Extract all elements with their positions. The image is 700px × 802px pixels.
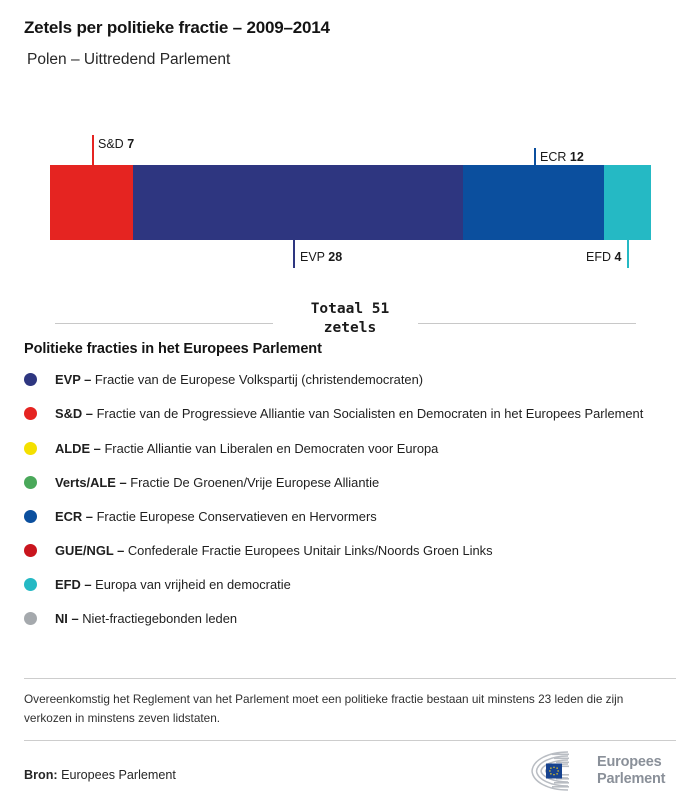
bar-label-ecr-value: 12 xyxy=(569,150,584,164)
legend-item-sd: S&D – Fractie van de Progressieve Allian… xyxy=(24,405,664,423)
total-seats-line2: zetels xyxy=(323,320,377,336)
legend-label-evp: EVP – Fractie van de Europese Volksparti… xyxy=(55,372,423,387)
legend-dot-alde xyxy=(24,442,37,455)
legend-label-alde: ALDE – Fractie Alliantie van Liberalen e… xyxy=(55,441,438,456)
legend-label-verts-ale: Verts/ALE – Fractie De Groenen/Vrije Eur… xyxy=(55,475,379,490)
legend-label-ni: NI – Niet-fractiegebonden leden xyxy=(55,611,237,626)
legend-abbr-verts-ale: Verts/ALE – xyxy=(55,475,127,490)
total-seats-text: Totaal 51 zetels xyxy=(284,300,416,338)
legend-item-verts-ale: Verts/ALE – Fractie De Groenen/Vrije Eur… xyxy=(24,474,664,492)
legend-abbr-evp: EVP – xyxy=(55,372,92,387)
leader-line-ecr xyxy=(534,148,536,165)
bar-track xyxy=(50,165,651,240)
legend-abbr-efd: EFD – xyxy=(55,577,92,592)
total-divider-right xyxy=(418,323,636,324)
bar-segment-sd[interactable] xyxy=(50,165,133,240)
legend-item-ecr: ECR – Fractie Europese Conservatieven en… xyxy=(24,508,664,526)
bar-label-ecr-code: ECR xyxy=(540,150,567,164)
legend-dot-efd xyxy=(24,578,37,591)
european-parliament-logo: Europees Parlement xyxy=(528,748,678,794)
footer-note: Overeenkomstig het Reglement van het Par… xyxy=(24,692,624,725)
page-title: Zetels per politieke fractie – 2009–2014 xyxy=(24,18,330,37)
total-seats: Totaal 51 zetels xyxy=(0,300,700,346)
bar-label-sd-value: 7 xyxy=(127,137,135,151)
legend-item-efd: EFD – Europa van vrijheid en democratie xyxy=(24,576,664,594)
logo-wordmark: Europees Parlement xyxy=(597,754,666,788)
legend-desc-evp: Fractie van de Europese Volkspartij (chr… xyxy=(94,372,424,387)
legend-dot-verts-ale xyxy=(24,476,37,489)
legend-abbr-ecr: ECR – xyxy=(55,509,93,524)
legend-desc-sd: Fractie van de Progressieve Alliantie va… xyxy=(96,406,644,421)
legend-item-gue-ngl: GUE/NGL – Confederale Fractie Europees U… xyxy=(24,542,664,560)
header: Zetels per politieke fractie – 2009–2014… xyxy=(24,18,330,69)
legend-label-gue-ngl: GUE/NGL – Confederale Fractie Europees U… xyxy=(55,543,493,558)
logo-line-1: Europees xyxy=(597,754,662,770)
legend-abbr-gue-ngl: GUE/NGL – xyxy=(55,543,125,558)
total-seats-line1: Totaal 51 xyxy=(310,301,390,317)
source-label: Bron: xyxy=(24,768,58,782)
bar-label-evp-code: EVP xyxy=(300,250,325,264)
legend-item-ni: NI – Niet-fractiegebonden leden xyxy=(24,610,664,628)
logo-line-2: Parlement xyxy=(597,771,666,787)
legend-desc-alde: Fractie Alliantie van Liberalen en Democ… xyxy=(104,441,439,456)
legend-abbr-sd: S&D – xyxy=(55,406,93,421)
legend-label-sd: S&D – Fractie van de Progressieve Allian… xyxy=(55,406,643,421)
stacked-bar-chart: S&D 7 ECR 12 EVP 28 EFD 4 xyxy=(0,130,700,280)
bar-label-efd: EFD 4 xyxy=(586,250,621,264)
bar-label-evp: EVP 28 xyxy=(300,250,342,264)
bar-segment-evp[interactable] xyxy=(132,165,463,240)
legend: EVP – Fractie van de Europese Volksparti… xyxy=(24,371,664,644)
bar-label-evp-value: 28 xyxy=(328,250,343,264)
bar-segment-ecr[interactable] xyxy=(462,165,604,240)
total-divider-left xyxy=(55,323,273,324)
bar-segment-efd[interactable] xyxy=(604,165,651,240)
footer-divider-bottom xyxy=(24,740,676,741)
legend-dot-sd xyxy=(24,407,37,420)
leader-line-evp xyxy=(293,240,295,268)
legend-label-ecr: ECR – Fractie Europese Conservatieven en… xyxy=(55,509,377,524)
source-value: Europees Parlement xyxy=(61,768,176,782)
footer-divider-top xyxy=(24,678,676,679)
legend-desc-ecr: Fractie Europese Conservatieven en Hervo… xyxy=(96,509,377,524)
legend-label-efd: EFD – Europa van vrijheid en democratie xyxy=(55,577,291,592)
leader-line-sd xyxy=(92,135,94,165)
legend-desc-verts-ale: Fractie De Groenen/Vrije Europese Allian… xyxy=(130,475,380,490)
legend-dot-evp xyxy=(24,373,37,386)
legend-desc-efd: Europa van vrijheid en democratie xyxy=(95,577,291,592)
leader-line-efd xyxy=(627,240,629,268)
legend-item-alde: ALDE – Fractie Alliantie van Liberalen e… xyxy=(24,440,664,458)
bar-label-sd-code: S&D xyxy=(98,137,124,151)
bar-label-efd-code: EFD xyxy=(586,250,611,264)
bar-label-efd-value: 4 xyxy=(614,250,622,264)
legend-desc-gue-ngl: Confederale Fractie Europees Unitair Lin… xyxy=(127,543,493,558)
bar-label-ecr: ECR 12 xyxy=(540,150,584,164)
source-line: Bron: Europees Parlement xyxy=(24,768,176,782)
legend-item-evp: EVP – Fractie van de Europese Volksparti… xyxy=(24,371,664,389)
hemicycle-icon xyxy=(531,751,569,791)
legend-dot-ecr xyxy=(24,510,37,523)
legend-desc-ni: Niet-fractiegebonden leden xyxy=(82,611,238,626)
legend-dot-gue-ngl xyxy=(24,544,37,557)
legend-heading: Politieke fracties in het Europees Parle… xyxy=(24,341,322,357)
legend-abbr-ni: NI – xyxy=(55,611,79,626)
legend-abbr-alde: ALDE – xyxy=(55,441,101,456)
legend-dot-ni xyxy=(24,612,37,625)
bar-label-sd: S&D 7 xyxy=(98,137,134,151)
eu-flag-icon xyxy=(546,763,562,779)
page-subtitle: Polen – Uittredend Parlement xyxy=(27,51,231,68)
